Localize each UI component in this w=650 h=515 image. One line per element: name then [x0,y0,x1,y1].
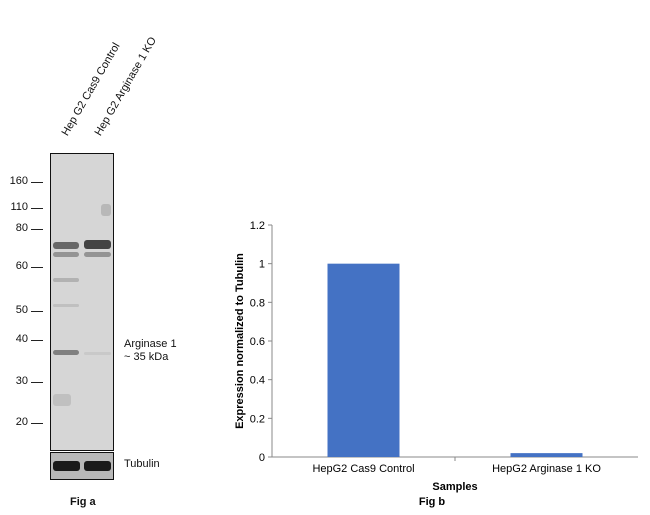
western-blot-image [50,153,114,451]
mw-marker-110: 110 [10,201,28,213]
bar-1 [510,453,583,457]
y-tick-label: 0 [259,452,265,464]
y-tick-label: 1 [259,259,265,271]
mw-tick [31,208,43,209]
mw-tick [31,340,43,341]
mw-tick [31,311,43,312]
mw-marker-30: 30 [15,375,28,387]
mw-marker-20: 20 [15,416,28,428]
blot-band [53,252,79,257]
bar-0 [327,263,400,457]
blot-band [53,242,79,249]
blot-band [53,278,79,282]
y-tick-label: 0.8 [250,297,265,309]
y-tick-label: 0.4 [250,375,265,387]
mw-marker-40: 40 [15,333,28,345]
mw-marker-80: 80 [15,222,28,234]
fig-b-label: Fig b [419,496,446,508]
mw-tick [31,423,43,424]
blot-band [53,394,71,406]
x-ticks: HepG2 Cas9 Control HepG2 Arginase 1 KO [312,457,601,475]
mw-marker-50: 50 [15,304,28,316]
mw-marker-60: 60 [15,260,28,272]
y-tick-label: 0.6 [250,336,265,348]
blot-band [84,240,111,249]
fig-a-label: Fig a [70,496,96,508]
target-label-line2: ~ 35 kDa [124,351,169,363]
blot-band [84,352,111,355]
blot-band [53,350,79,355]
blot-band [53,461,80,471]
y-tick-label: 0.2 [250,413,265,425]
mw-tick [31,182,43,183]
tubulin-blot-image [50,452,114,480]
bars [327,263,583,457]
target-label-line1: Arginase 1 [124,338,177,350]
x-axis-title: Samples [432,481,477,493]
blot-band [84,461,111,471]
mw-tick [31,267,43,268]
x-tick-label: HepG2 Cas9 Control [312,463,414,475]
y-axis-title: Expression normalized to Tubulin [234,253,246,429]
x-tick-label: HepG2 Arginase 1 KO [492,463,601,475]
blot-band [84,252,111,257]
mw-tick [31,382,43,383]
y-tick-label: 1.2 [250,220,265,232]
mw-tick [31,229,43,230]
blot-band [101,204,111,216]
y-ticks: 0 0.2 0.4 0.6 0.8 1 1.2 [250,220,272,464]
blot-band [53,304,79,307]
mw-marker-160: 160 [9,175,28,187]
loading-control-label: Tubulin [124,458,160,470]
